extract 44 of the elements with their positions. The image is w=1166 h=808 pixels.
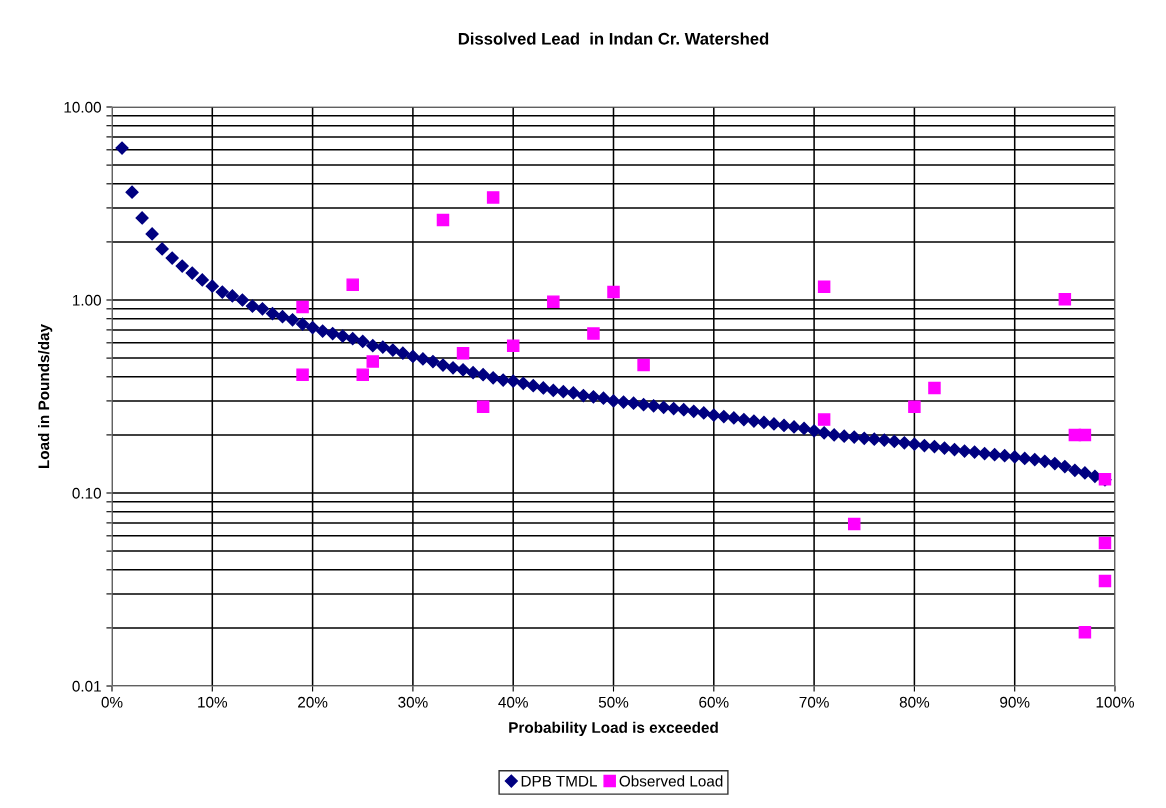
x-tick-label: 30% [398,696,428,708]
x-tick-label: 80% [899,696,930,708]
point [817,413,831,426]
point [356,368,370,381]
point [847,517,861,531]
point [456,346,470,360]
y-tick-label: 0.01 [72,680,101,692]
point [587,327,600,340]
y-tick-label: 0.10 [72,487,101,499]
x-tick-label: 20% [298,696,328,708]
point [817,280,831,294]
point [928,381,941,395]
x-tick-label: 60% [699,696,729,708]
y-axis-title: Load in Pounds/day [38,324,53,469]
point [1098,574,1112,588]
point [436,213,450,227]
point [607,285,620,299]
x-tick-label: 90% [1000,696,1030,708]
point [1098,536,1112,550]
point [366,355,380,368]
x-tick-label: 0% [101,696,123,708]
point [547,295,560,308]
point [1078,625,1092,639]
x-tick-label: 50% [598,696,629,708]
point [296,368,309,381]
y-tick-label: 10.00 [64,101,101,113]
legend-label: Observed Load [619,775,723,787]
x-tick-label: 10% [198,696,228,708]
x-tick-label: 100% [1096,696,1134,708]
point [476,400,490,413]
x-axis-title: Probability Load is exceeded [509,721,718,737]
point [346,278,359,291]
point [637,358,650,372]
point [506,339,520,352]
point [1058,292,1072,306]
point [486,191,500,204]
y-tick-label: 1.00 [73,294,101,306]
legend-label: DPB TMDL [521,775,597,787]
point [1078,428,1092,442]
x-tick-label: 40% [498,696,528,708]
chart-title: Dissolved Lead in Indan Cr. Watershed [458,32,769,45]
x-tick-label: 70% [799,696,829,708]
point [296,300,309,314]
point [908,400,921,413]
